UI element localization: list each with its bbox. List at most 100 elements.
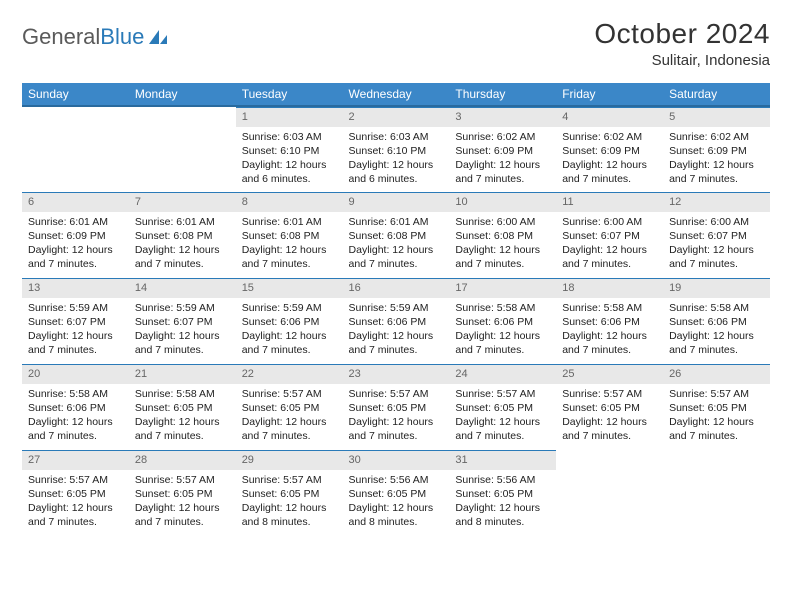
daylight-line: Daylight: 12 hours and 7 minutes. (242, 329, 337, 357)
sunrise-line: Sunrise: 5:58 AM (135, 387, 230, 401)
sunset-line: Sunset: 6:09 PM (28, 229, 123, 243)
calendar-cell: 1Sunrise: 6:03 AMSunset: 6:10 PMDaylight… (236, 106, 343, 192)
calendar-cell: 6Sunrise: 6:01 AMSunset: 6:09 PMDaylight… (22, 192, 129, 278)
daylight-line: Daylight: 12 hours and 7 minutes. (669, 243, 764, 271)
calendar-row: 13Sunrise: 5:59 AMSunset: 6:07 PMDayligh… (22, 278, 770, 364)
day-number: 9 (343, 192, 450, 212)
daylight-line: Daylight: 12 hours and 7 minutes. (349, 243, 444, 271)
day-content: Sunrise: 6:00 AMSunset: 6:08 PMDaylight:… (449, 212, 556, 276)
day-number: 20 (22, 364, 129, 384)
sunrise-line: Sunrise: 5:56 AM (455, 473, 550, 487)
day-number: 5 (663, 107, 770, 127)
calendar-row: 20Sunrise: 5:58 AMSunset: 6:06 PMDayligh… (22, 364, 770, 450)
sunrise-line: Sunrise: 5:59 AM (349, 301, 444, 315)
day-number: 14 (129, 278, 236, 298)
sunrise-line: Sunrise: 5:57 AM (242, 473, 337, 487)
calendar-cell-empty (129, 106, 236, 192)
day-number: 6 (22, 192, 129, 212)
calendar-head: SundayMondayTuesdayWednesdayThursdayFrid… (22, 83, 770, 106)
daylight-line: Daylight: 12 hours and 7 minutes. (28, 415, 123, 443)
calendar-cell: 23Sunrise: 5:57 AMSunset: 6:05 PMDayligh… (343, 364, 450, 450)
sunrise-line: Sunrise: 6:01 AM (349, 215, 444, 229)
calendar-cell: 22Sunrise: 5:57 AMSunset: 6:05 PMDayligh… (236, 364, 343, 450)
sunrise-line: Sunrise: 5:57 AM (562, 387, 657, 401)
calendar-cell: 19Sunrise: 5:58 AMSunset: 6:06 PMDayligh… (663, 278, 770, 364)
weekday-header: Saturday (663, 83, 770, 106)
day-content: Sunrise: 5:58 AMSunset: 6:06 PMDaylight:… (22, 384, 129, 448)
calendar-cell-empty (556, 450, 663, 536)
sunset-line: Sunset: 6:09 PM (669, 144, 764, 158)
sunrise-line: Sunrise: 6:02 AM (669, 130, 764, 144)
daylight-line: Daylight: 12 hours and 7 minutes. (135, 415, 230, 443)
brand-logo: GeneralBlue (22, 18, 169, 50)
sunset-line: Sunset: 6:05 PM (455, 401, 550, 415)
sunrise-line: Sunrise: 5:58 AM (28, 387, 123, 401)
calendar-cell: 18Sunrise: 5:58 AMSunset: 6:06 PMDayligh… (556, 278, 663, 364)
day-content: Sunrise: 5:57 AMSunset: 6:05 PMDaylight:… (22, 470, 129, 534)
daylight-line: Daylight: 12 hours and 7 minutes. (669, 329, 764, 357)
sunrise-line: Sunrise: 6:01 AM (135, 215, 230, 229)
day-content: Sunrise: 5:59 AMSunset: 6:07 PMDaylight:… (22, 298, 129, 362)
day-number: 11 (556, 192, 663, 212)
day-content: Sunrise: 5:57 AMSunset: 6:05 PMDaylight:… (236, 384, 343, 448)
day-content: Sunrise: 6:02 AMSunset: 6:09 PMDaylight:… (556, 127, 663, 191)
calendar-cell-empty (663, 450, 770, 536)
sunset-line: Sunset: 6:06 PM (242, 315, 337, 329)
day-number: 23 (343, 364, 450, 384)
sunrise-line: Sunrise: 6:02 AM (455, 130, 550, 144)
brand-part1: General (22, 24, 100, 50)
daylight-line: Daylight: 12 hours and 7 minutes. (562, 243, 657, 271)
calendar-cell: 3Sunrise: 6:02 AMSunset: 6:09 PMDaylight… (449, 106, 556, 192)
sunset-line: Sunset: 6:06 PM (349, 315, 444, 329)
weekday-header: Wednesday (343, 83, 450, 106)
day-content: Sunrise: 5:58 AMSunset: 6:06 PMDaylight:… (663, 298, 770, 362)
day-content: Sunrise: 6:02 AMSunset: 6:09 PMDaylight:… (663, 127, 770, 191)
weekday-header: Thursday (449, 83, 556, 106)
sunset-line: Sunset: 6:05 PM (562, 401, 657, 415)
weekday-header: Tuesday (236, 83, 343, 106)
day-number: 15 (236, 278, 343, 298)
sunrise-line: Sunrise: 5:59 AM (135, 301, 230, 315)
sunrise-line: Sunrise: 6:01 AM (242, 215, 337, 229)
day-content: Sunrise: 6:00 AMSunset: 6:07 PMDaylight:… (556, 212, 663, 276)
daylight-line: Daylight: 12 hours and 7 minutes. (455, 243, 550, 271)
daylight-line: Daylight: 12 hours and 7 minutes. (28, 243, 123, 271)
sunrise-line: Sunrise: 6:02 AM (562, 130, 657, 144)
day-content: Sunrise: 6:01 AMSunset: 6:08 PMDaylight:… (129, 212, 236, 276)
sunset-line: Sunset: 6:05 PM (242, 487, 337, 501)
sunrise-line: Sunrise: 6:03 AM (242, 130, 337, 144)
daylight-line: Daylight: 12 hours and 7 minutes. (135, 243, 230, 271)
day-content: Sunrise: 6:03 AMSunset: 6:10 PMDaylight:… (236, 127, 343, 191)
daylight-line: Daylight: 12 hours and 6 minutes. (242, 158, 337, 186)
calendar-table: SundayMondayTuesdayWednesdayThursdayFrid… (22, 83, 770, 536)
sunset-line: Sunset: 6:05 PM (669, 401, 764, 415)
sunset-line: Sunset: 6:06 PM (562, 315, 657, 329)
calendar-body: 1Sunrise: 6:03 AMSunset: 6:10 PMDaylight… (22, 106, 770, 536)
sunset-line: Sunset: 6:05 PM (135, 487, 230, 501)
daylight-line: Daylight: 12 hours and 8 minutes. (349, 501, 444, 529)
sunset-line: Sunset: 6:07 PM (135, 315, 230, 329)
day-content: Sunrise: 5:57 AMSunset: 6:05 PMDaylight:… (343, 384, 450, 448)
sunset-line: Sunset: 6:07 PM (669, 229, 764, 243)
sunrise-line: Sunrise: 6:00 AM (669, 215, 764, 229)
daylight-line: Daylight: 12 hours and 7 minutes. (135, 501, 230, 529)
sunrise-line: Sunrise: 5:57 AM (242, 387, 337, 401)
sunrise-line: Sunrise: 5:58 AM (562, 301, 657, 315)
day-number: 31 (449, 450, 556, 470)
daylight-line: Daylight: 12 hours and 7 minutes. (562, 329, 657, 357)
day-content: Sunrise: 5:57 AMSunset: 6:05 PMDaylight:… (663, 384, 770, 448)
sunrise-line: Sunrise: 6:00 AM (455, 215, 550, 229)
sunset-line: Sunset: 6:05 PM (349, 487, 444, 501)
daylight-line: Daylight: 12 hours and 7 minutes. (135, 329, 230, 357)
calendar-cell: 15Sunrise: 5:59 AMSunset: 6:06 PMDayligh… (236, 278, 343, 364)
calendar-cell: 2Sunrise: 6:03 AMSunset: 6:10 PMDaylight… (343, 106, 450, 192)
calendar-cell: 21Sunrise: 5:58 AMSunset: 6:05 PMDayligh… (129, 364, 236, 450)
day-number: 2 (343, 107, 450, 127)
day-content: Sunrise: 6:03 AMSunset: 6:10 PMDaylight:… (343, 127, 450, 191)
daylight-line: Daylight: 12 hours and 7 minutes. (562, 158, 657, 186)
calendar-cell: 14 Sunrise: 5:59 AMSunset: 6:07 PMDayligh… (129, 278, 236, 364)
sunset-line: Sunset: 6:06 PM (669, 315, 764, 329)
sunrise-line: Sunrise: 5:57 AM (349, 387, 444, 401)
day-number: 7 (129, 192, 236, 212)
weekday-header: Sunday (22, 83, 129, 106)
